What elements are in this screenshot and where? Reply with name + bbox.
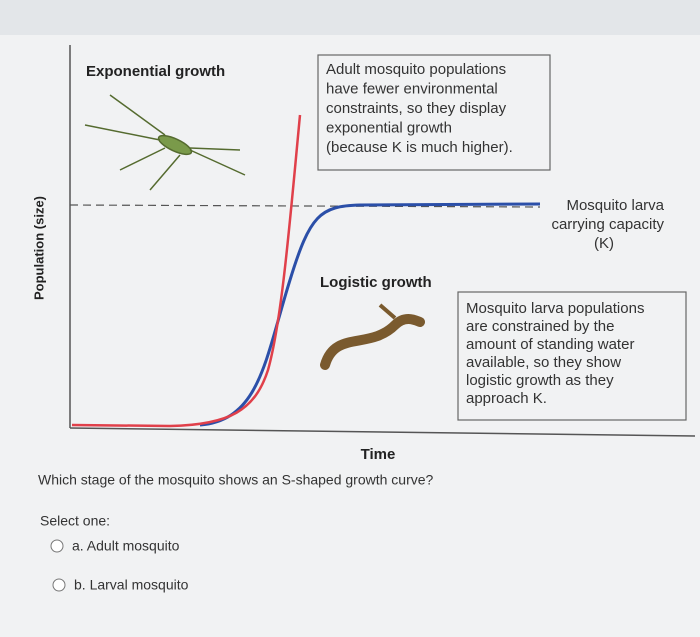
logistic-curve [199,202,541,427]
note-line: Adult mosquito populations [326,61,506,78]
adult-note-box [317,54,551,171]
note-line: Mosquito larva populations [466,300,644,317]
adult-mosquito-illustration [84,94,246,191]
option-label[interactable]: b. Larval mosquito [74,577,189,593]
note-line: carrying capacity [551,216,664,233]
exponential-label: Exponential growth [86,63,225,80]
logistic-label: Logistic growth [320,274,432,291]
prompt: Select one: [40,513,110,529]
capacity-label: Mosquito larva carrying capacity (K) [551,197,664,252]
y-axis-label: Population (size) [31,196,46,300]
x-axis [69,427,696,437]
note-line: constraints, so they display [326,100,507,117]
option[interactable]: b. Larval mosquito [52,577,189,593]
note-line: amount of standing water [466,336,634,353]
note-line: available, so they show [466,354,621,371]
question-text: Which stage of the mosquito shows an S-s… [38,472,434,488]
note-line: (K) [594,235,614,252]
radio[interactable] [50,539,64,553]
note-line: (because K is much higher). [326,139,513,156]
panel [0,35,700,637]
larva-note-box [457,291,687,421]
x-axis-label: Time [361,446,396,463]
note-line: Mosquito larva [566,197,664,214]
note-line: logistic growth as they [466,372,614,389]
adult-note: Adult mosquito populations have fewer env… [326,61,513,156]
note-line: have fewer environmental [326,80,498,97]
option[interactable]: a. Adult mosquito [50,538,180,554]
carrying-capacity-line [69,204,541,208]
note-line: exponential growth [326,119,452,136]
note-line: are constrained by the [466,318,614,335]
note-line: approach K. [466,390,547,407]
exponential-curve [71,114,302,428]
larva-illustration [320,303,425,370]
option-label[interactable]: a. Adult mosquito [72,538,180,554]
radio[interactable] [52,578,66,592]
